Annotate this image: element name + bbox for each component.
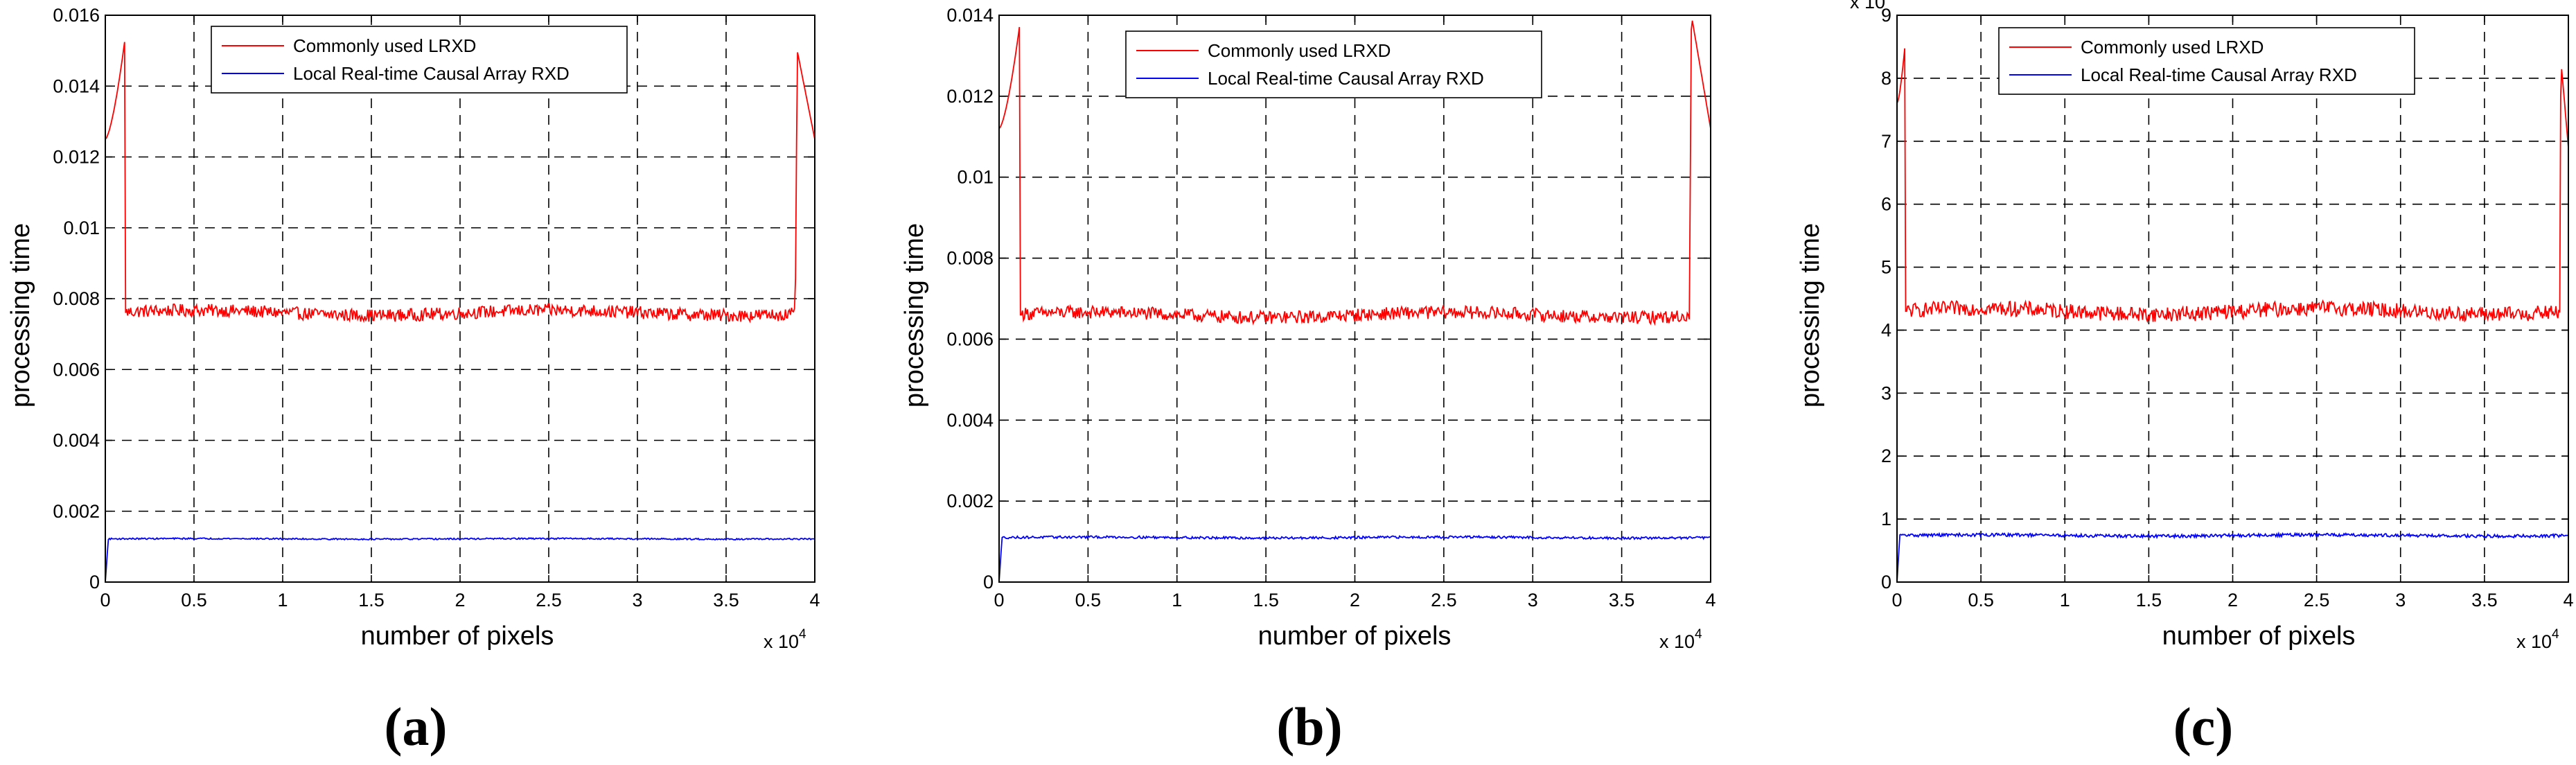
x-tick-label: 1.5 xyxy=(358,590,385,610)
y-tick-label: 1 xyxy=(1881,509,1891,529)
caption-c: (c) xyxy=(2173,696,2234,757)
x-tick-label: 3.5 xyxy=(2471,590,2498,610)
x-tick-label: 4 xyxy=(2563,590,2573,610)
x-tick-label: 1 xyxy=(277,590,288,610)
legend-entry: Local Real-time Causal Array RXD xyxy=(2081,64,2357,85)
caption-b: (b) xyxy=(1276,696,1342,757)
x-tick-label: 2.5 xyxy=(536,590,562,610)
legend-entry: Local Real-time Causal Array RXD xyxy=(1208,68,1484,89)
y-tick-label: 0.008 xyxy=(946,248,994,269)
caption-a: (a) xyxy=(385,696,448,757)
y-tick-label: 0.002 xyxy=(946,491,994,511)
series-line xyxy=(998,534,1711,583)
x-multiplier-a: x 104 xyxy=(764,627,806,652)
panel-a: 0 0.5 1 1.5 2 2.5 3 3.5 4 0 0.002 0.004 0.006 0.008 0.… xyxy=(6,5,820,757)
y-tick-label: 0.01 xyxy=(957,167,994,188)
legend-box xyxy=(211,26,628,94)
plot-a: 0 0.5 1 1.5 2 2.5 3 3.5 4 0 0.002 0.004 0.006 0.008 0.… xyxy=(53,5,820,610)
y-tick-label: 7 xyxy=(1881,131,1891,152)
y-tick-label: 9 xyxy=(1881,5,1891,26)
y-tick-label: 4 xyxy=(1881,319,1891,340)
y-tick-label: 0.002 xyxy=(53,501,100,522)
x-tick-label: 2 xyxy=(2227,590,2238,610)
x-tick-label: 0 xyxy=(100,590,110,610)
axes-frame xyxy=(998,15,1711,583)
x-axis-label-c: number of pixels xyxy=(2162,622,2356,651)
panel-c: 0 0.5 1 1.5 2 2.5 3 3.5 4 0 1 2 3 4 5 6 7 8 9 Commonly used… xyxy=(1796,0,2574,757)
x-tick-label: 3 xyxy=(2395,590,2406,610)
x-tick-label: 3.5 xyxy=(713,590,739,610)
y-tick-label: 0.004 xyxy=(53,430,100,451)
y-axis-label-a: processing time xyxy=(6,223,35,407)
x-tick-label: 1.5 xyxy=(2136,590,2162,610)
y-tick-label: 0.004 xyxy=(946,410,994,430)
y-tick-label: 8 xyxy=(1881,68,1891,89)
y-tick-label: 0.012 xyxy=(53,147,100,168)
x-tick-label: 3.5 xyxy=(1609,590,1635,610)
series-line xyxy=(998,20,1711,326)
x-tick-label: 0.5 xyxy=(181,590,207,610)
y-tick-label: 2 xyxy=(1881,446,1891,466)
x-tick-label: 2 xyxy=(455,590,465,610)
x-axis-label-b: number of pixels xyxy=(1258,622,1452,651)
x-multiplier-b: x 104 xyxy=(1659,627,1702,652)
y-tick-label: 0 xyxy=(89,572,100,592)
plot-c: 0 0.5 1 1.5 2 2.5 3 3.5 4 0 1 2 3 4 5 6 7 8 9 Commonly used… xyxy=(1881,5,2574,610)
x-tick-label: 3 xyxy=(1528,590,1538,610)
y-tick-label: 5 xyxy=(1881,257,1891,278)
y-tick-label: 0 xyxy=(983,572,994,592)
legend-entry: Commonly used LRXD xyxy=(1208,40,1391,61)
legend-entry: Commonly used LRXD xyxy=(293,35,476,56)
x-tick-label: 1 xyxy=(2060,590,2070,610)
y-axis-label-c: processing time xyxy=(1796,223,1825,407)
series-line xyxy=(1896,531,2568,583)
y-tick-label: 0.012 xyxy=(946,86,994,107)
y-axis-label-b: processing time xyxy=(900,223,929,407)
y-tick-label: 0.006 xyxy=(53,359,100,380)
x-tick-label: 1.5 xyxy=(1253,590,1279,610)
x-tick-label: 3 xyxy=(632,590,642,610)
x-tick-label: 4 xyxy=(809,590,820,610)
y-tick-label: 0.014 xyxy=(53,76,100,96)
x-tick-label: 0.5 xyxy=(1968,590,1994,610)
legend-box xyxy=(1125,30,1542,98)
y-tick-label: 3 xyxy=(1881,382,1891,403)
plot-b: 0 0.5 1 1.5 2 2.5 3 3.5 4 0 0.002 0.004 0.006 0.008 0.… xyxy=(946,5,1715,610)
x-axis-label-a: number of pixels xyxy=(361,622,554,651)
y-tick-label: 0.016 xyxy=(53,5,100,26)
series-line xyxy=(105,42,815,324)
x-tick-label: 1 xyxy=(1172,590,1182,610)
legend-entry: Local Real-time Causal Array RXD xyxy=(293,63,570,84)
legend-box xyxy=(1998,27,2415,95)
y-tick-label: 0.01 xyxy=(63,218,100,238)
y-tick-label: 0.008 xyxy=(53,288,100,309)
y-tick-label: 0 xyxy=(1881,572,1891,592)
series-line xyxy=(1896,48,2569,324)
x-multiplier-c: x 104 xyxy=(2516,627,2559,652)
y-tick-label: 6 xyxy=(1881,194,1891,215)
axes-frame xyxy=(1896,15,2569,583)
y-tick-label: 0.006 xyxy=(946,328,994,349)
x-tick-label: 0.5 xyxy=(1075,590,1102,610)
y-tick-label: 0.014 xyxy=(946,5,994,26)
x-tick-label: 0 xyxy=(994,590,1004,610)
y-multiplier-c: x 10-3 xyxy=(1850,0,1897,12)
x-tick-label: 0 xyxy=(1891,590,1902,610)
legend-entry: Commonly used LRXD xyxy=(2081,37,2264,58)
x-tick-label: 2.5 xyxy=(1431,590,1457,610)
panel-b: 0 0.5 1 1.5 2 2.5 3 3.5 4 0 0.002 0.004 0.006 0.008 0.… xyxy=(900,5,1716,757)
axes-frame xyxy=(105,15,815,583)
x-tick-label: 4 xyxy=(1705,590,1715,610)
x-tick-label: 2 xyxy=(1350,590,1360,610)
x-tick-label: 2.5 xyxy=(2304,590,2330,610)
series-line xyxy=(105,536,815,583)
